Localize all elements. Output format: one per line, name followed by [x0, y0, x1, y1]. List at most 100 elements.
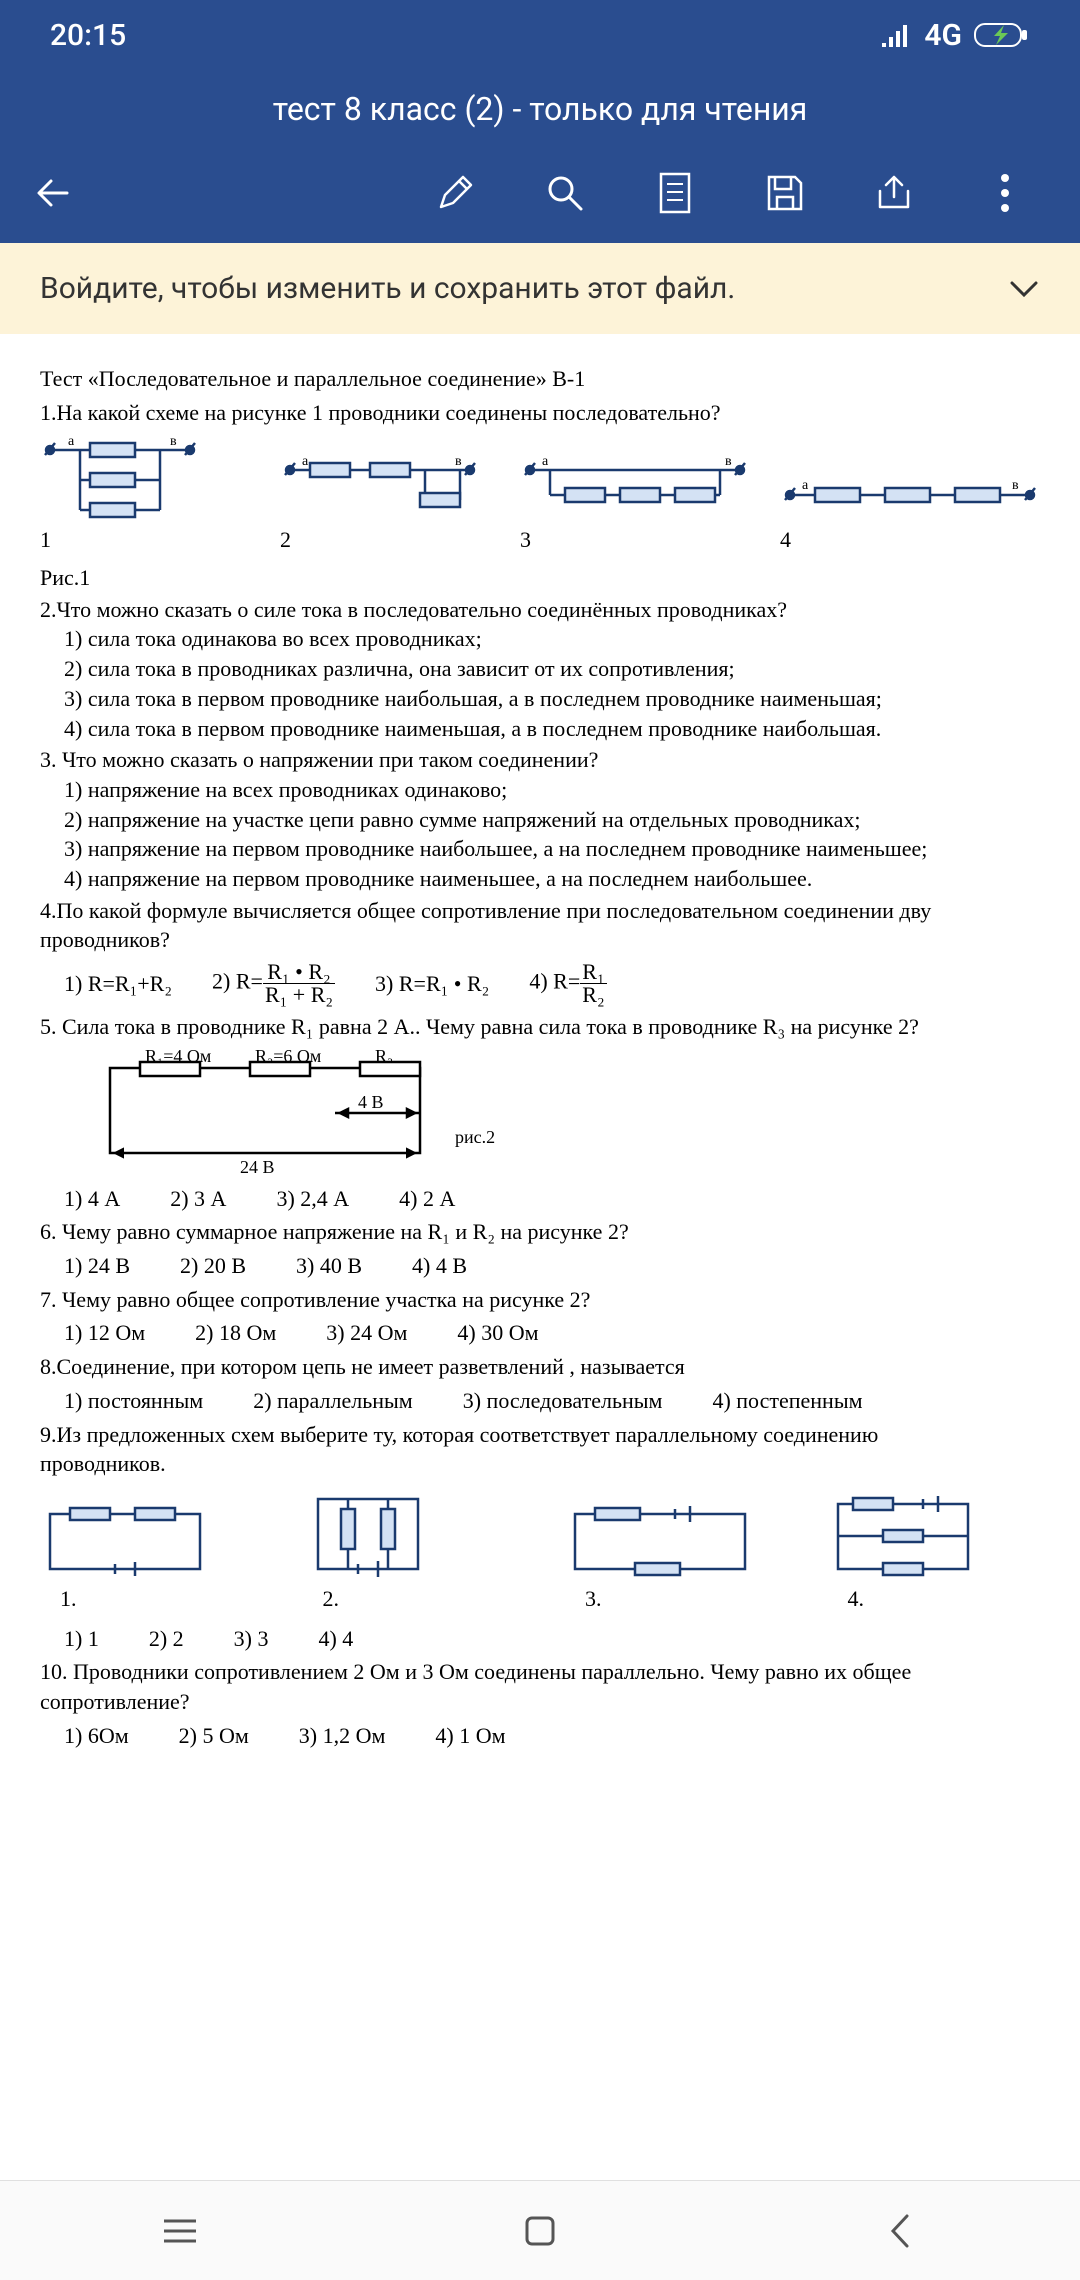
- q4-opt-1: 1) R=R₁+R₂: [64, 969, 172, 999]
- question-6: 6. Чему равно суммарное напряжение на R₁…: [40, 1217, 1040, 1247]
- svg-text:24 В: 24 В: [240, 1157, 275, 1177]
- q10-options: 1) 6Ом 2) 5 Ом 3) 1,2 Ом 4) 1 Ом: [64, 1721, 1040, 1751]
- q2-opt-2: 2) сила тока в проводниках различна, она…: [64, 654, 1040, 684]
- search-button[interactable]: [540, 168, 590, 218]
- arrow-left-icon: [33, 171, 77, 215]
- back-button[interactable]: [30, 168, 80, 218]
- circuit-1-4: ав: [780, 475, 1040, 525]
- q6-opt-3: 3) 40 В: [296, 1251, 362, 1281]
- q10-opt-2: 2) 5 Ом: [179, 1721, 249, 1751]
- question-4: 4.По какой формуле вычисляется общее соп…: [40, 896, 1040, 926]
- q10-opt-3: 3) 1,2 Ом: [299, 1721, 386, 1751]
- nav-home-button[interactable]: [515, 2206, 565, 2256]
- circuit-1-3: ав: [520, 455, 750, 525]
- figure-2: R₁=4 Ом R₂=6 Ом R₃ 4 В 24 В рис.2: [100, 1048, 1040, 1178]
- document-icon: [657, 172, 693, 214]
- figure-q9-circuits: 1. 2.: [40, 1489, 1040, 1614]
- q4-opt-4: 4) R=R₁R₂: [529, 961, 606, 1006]
- q7-opt-3: 3) 24 Ом: [326, 1318, 407, 1348]
- svg-text:4 В: 4 В: [358, 1092, 384, 1112]
- signal-icon: [882, 23, 912, 47]
- svg-text:а: а: [302, 455, 309, 469]
- circuit-1-1: ав: [40, 435, 200, 525]
- nav-back-button[interactable]: [875, 2206, 925, 2256]
- q5-opt-3: 3) 2,4 А: [276, 1184, 349, 1214]
- circuit-9-2: [303, 1489, 433, 1584]
- search-icon: [545, 173, 585, 213]
- q2-opt-1: 1) сила тока одинакова во всех проводник…: [64, 624, 1040, 654]
- q9-opt-4: 4) 4: [318, 1624, 353, 1654]
- q2-opt-4: 4) сила тока в первом проводнике наимень…: [64, 714, 1040, 744]
- q10-opt-1: 1) 6Ом: [64, 1721, 129, 1751]
- nav-bar: [0, 2180, 1080, 2280]
- q3-opt-4: 4) напряжение на первом проводнике наиме…: [64, 864, 1040, 894]
- svg-text:в: в: [725, 455, 732, 469]
- circuit-9-1: [40, 1504, 210, 1584]
- question-1: 1.На какой схеме на рисунке 1 проводники…: [40, 398, 1040, 428]
- status-right: 4G: [882, 18, 1030, 53]
- q9-opt-1: 1) 1: [64, 1624, 99, 1654]
- svg-text:рис.2: рис.2: [455, 1127, 495, 1147]
- chevron-left-icon: [887, 2212, 913, 2250]
- svg-text:в: в: [170, 435, 177, 449]
- q6-opt-1: 1) 24 В: [64, 1251, 130, 1281]
- edit-button[interactable]: [430, 168, 480, 218]
- question-2: 2.Что можно сказать о силе тока в послед…: [40, 595, 1040, 625]
- reading-button[interactable]: [650, 168, 700, 218]
- question-7: 7. Чему равно общее сопротивление участк…: [40, 1285, 1040, 1315]
- q8-opt-2: 2) параллельным: [253, 1386, 413, 1416]
- notice-text: Войдите, чтобы изменить и сохранить этот…: [40, 271, 735, 306]
- network-label: 4G: [924, 18, 962, 53]
- test-title: Тест «Последовательное и параллельное со…: [40, 364, 1040, 394]
- q4-opt-2: 2) R=R₁ • R₂R₁ + R₂: [212, 961, 335, 1006]
- q5-opt-1: 1) 4 А: [64, 1184, 120, 1214]
- svg-text:а: а: [542, 455, 549, 469]
- toolbar: [0, 153, 1080, 243]
- circuit-label-1: 1: [40, 525, 250, 555]
- circuit-figure-2: R₁=4 Ом R₂=6 Ом R₃ 4 В 24 В рис.2: [100, 1048, 520, 1178]
- more-button[interactable]: [980, 168, 1030, 218]
- q5-opt-2: 2) 3 А: [170, 1184, 226, 1214]
- q5-options: 1) 4 А 2) 3 А 3) 2,4 А 4) 2 А: [64, 1184, 1040, 1214]
- q3-opt-3: 3) напряжение на первом проводнике наибо…: [64, 834, 1040, 864]
- q9-opt-2: 2) 2: [149, 1624, 184, 1654]
- signin-notice[interactable]: Войдите, чтобы изменить и сохранить этот…: [0, 243, 1080, 334]
- figure-1-label: Рис.1: [40, 563, 1040, 593]
- question-3: 3. Что можно сказать о напряжении при та…: [40, 745, 1040, 775]
- status-bar: 20:15 4G: [0, 0, 1080, 70]
- q9-opt-3: 3) 3: [234, 1624, 269, 1654]
- q8-opt-4: 4) постепенным: [712, 1386, 862, 1416]
- circuit-9-4: [828, 1494, 978, 1584]
- svg-text:в: в: [1012, 478, 1019, 493]
- document-body[interactable]: Тест «Последовательное и параллельное со…: [0, 334, 1080, 1784]
- question-9: 9.Из предложенных схем выберите ту, кото…: [40, 1420, 1040, 1450]
- share-icon: [874, 173, 916, 213]
- q4-options: 1) R=R₁+R₂ 2) R=R₁ • R₂R₁ + R₂ 3) R=R₁ •…: [64, 961, 1040, 1006]
- question-9b: проводников.: [40, 1449, 1040, 1479]
- battery-charging-icon: [974, 21, 1030, 49]
- q2-opt-3: 3) сила тока в первом проводнике наиболь…: [64, 684, 1040, 714]
- save-icon: [765, 173, 805, 213]
- circuit-9-3: [565, 1504, 755, 1584]
- q8-opt-1: 1) постоянным: [64, 1386, 203, 1416]
- svg-text:в: в: [455, 455, 462, 469]
- q6-options: 1) 24 В 2) 20 В 3) 40 В 4) 4 В: [64, 1251, 1040, 1281]
- q8-options: 1) постоянным 2) параллельным 3) последо…: [64, 1386, 1040, 1416]
- question-10b: сопротивление?: [40, 1687, 1040, 1717]
- share-button[interactable]: [870, 168, 920, 218]
- svg-text:а: а: [68, 435, 75, 449]
- q9-options: 1) 1 2) 2 3) 3 4) 4: [64, 1624, 1040, 1654]
- circuit-label-4: 4: [780, 525, 1040, 555]
- save-button[interactable]: [760, 168, 810, 218]
- menu-icon: [160, 2215, 200, 2247]
- question-10: 10. Проводники сопротивлением 2 Ом и 3 О…: [40, 1657, 1040, 1687]
- circuit-9-label-4: 4.: [828, 1584, 1041, 1614]
- q4-opt-3: 3) R=R₁ • R₂: [375, 969, 489, 999]
- app-header: тест 8 класс (2) - только для чтения: [0, 70, 1080, 153]
- nav-recent-button[interactable]: [155, 2206, 205, 2256]
- q7-opt-4: 4) 30 Ом: [457, 1318, 538, 1348]
- q7-options: 1) 12 Ом 2) 18 Ом 3) 24 Ом 4) 30 Ом: [64, 1318, 1040, 1348]
- q3-opt-1: 1) напряжение на всех проводниках одинак…: [64, 775, 1040, 805]
- circuit-9-label-1: 1.: [40, 1584, 253, 1614]
- circuit-1-2: ав: [280, 455, 480, 525]
